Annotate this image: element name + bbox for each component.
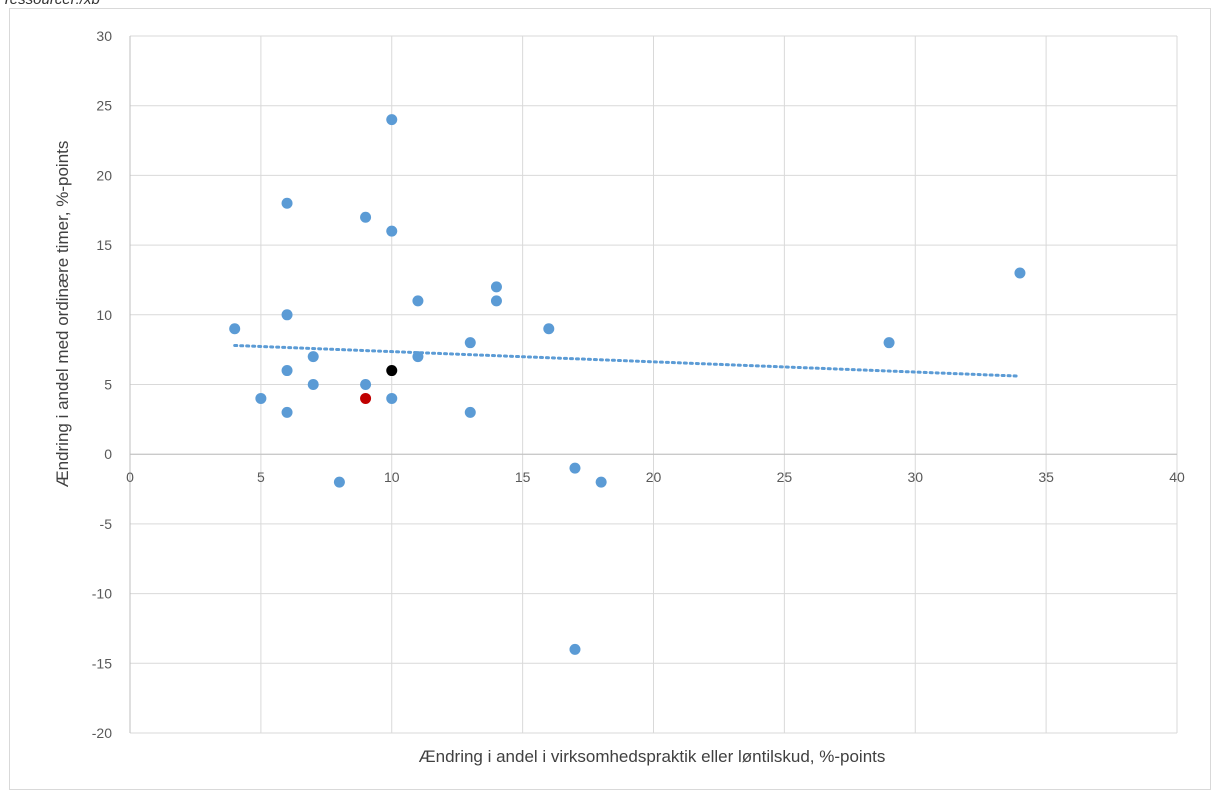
data-point — [490, 281, 502, 293]
data-point — [229, 323, 241, 335]
x-tick-label: 20 — [646, 469, 662, 485]
data-point — [490, 295, 502, 307]
data-point — [1014, 267, 1026, 279]
x-tick-label: 30 — [907, 469, 923, 485]
x-axis-title: Ændring i andel i virksomhedspraktik ell… — [419, 747, 886, 766]
data-point — [412, 295, 424, 307]
y-tick-label: -10 — [92, 586, 112, 602]
data-point — [386, 392, 398, 404]
data-point — [386, 365, 398, 377]
x-tick-label: 35 — [1038, 469, 1054, 485]
source-note: Tessourcer:/xb — [2, 0, 100, 8]
data-point — [464, 337, 476, 349]
x-tick-label: 15 — [515, 469, 531, 485]
data-point — [307, 351, 319, 363]
data-point — [412, 351, 424, 363]
data-point — [464, 406, 476, 418]
data-point — [543, 323, 555, 335]
data-points — [229, 114, 1026, 655]
x-tick-label: 0 — [126, 469, 134, 485]
data-point — [333, 476, 345, 488]
data-point — [360, 211, 372, 223]
y-tick-label: -20 — [92, 725, 112, 741]
y-tick-label: 10 — [96, 307, 112, 323]
y-tick-label: -5 — [100, 516, 113, 532]
data-point — [569, 462, 581, 474]
trendline-line — [233, 343, 1022, 378]
y-tick-label: 25 — [96, 98, 112, 114]
data-point — [595, 476, 607, 488]
chart-area — [9, 8, 1211, 790]
x-tick-label: 10 — [384, 469, 400, 485]
data-point — [281, 197, 293, 209]
x-tick-label: 25 — [777, 469, 793, 485]
data-point — [307, 379, 319, 390]
data-point — [281, 309, 293, 321]
x-tick-label: 5 — [257, 469, 265, 485]
data-point — [569, 643, 581, 655]
y-tick-label: -15 — [92, 655, 112, 671]
trendline — [233, 343, 1022, 378]
y-tick-labels: -20 -15 -10 -5 0 5 10 15 20 25 30 — [92, 28, 112, 741]
x-tick-labels: 0 5 10 15 20 25 30 35 40 — [126, 469, 1185, 485]
data-point — [255, 392, 267, 404]
data-point — [360, 392, 372, 404]
data-point — [386, 225, 398, 237]
y-tick-label: 0 — [104, 446, 112, 462]
y-tick-label: 20 — [96, 167, 112, 183]
data-point — [883, 337, 895, 349]
y-tick-label: 5 — [104, 377, 112, 393]
data-point — [360, 379, 372, 390]
data-point — [281, 365, 293, 377]
data-point — [386, 114, 398, 126]
x-tick-label: 40 — [1169, 469, 1185, 485]
gridlines — [129, 35, 1178, 734]
y-tick-label: 30 — [96, 28, 112, 44]
axes — [129, 36, 1177, 733]
data-point — [281, 406, 293, 418]
y-axis-title: Ændring i andel med ordinære timer, %-po… — [53, 141, 72, 488]
y-tick-label: 15 — [96, 237, 112, 253]
